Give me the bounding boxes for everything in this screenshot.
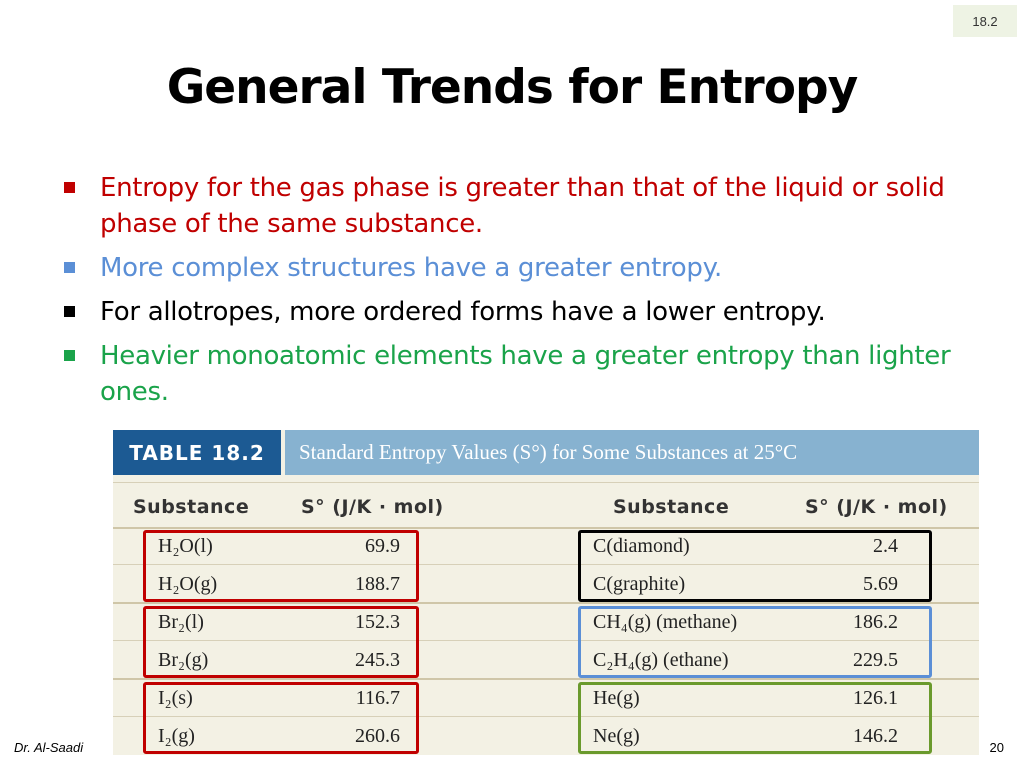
table-rule [113,678,979,680]
table-cell-substance: Br₂(g) [158,649,209,671]
col-header-substance-right: Substance [613,496,730,518]
highlight-box-red [143,606,419,678]
table-cell-substance: H₂O(g) [158,573,218,595]
highlight-box-red [143,682,419,754]
table-cell-value: 2.4 [873,535,898,557]
col-header-value-left: S° (J/K · mol) [301,496,444,518]
highlight-box-green [578,682,932,754]
table-cell-substance: Br₂(l) [158,611,204,633]
slide-title: General Trends for Entropy [166,60,859,115]
table-cell-value: 126.1 [853,687,898,709]
bullet-text: Entropy for the gas phase is greater tha… [100,173,945,239]
bullet-item: Entropy for the gas phase is greater tha… [62,170,962,242]
col-header-value-right: S° (J/K · mol) [805,496,948,518]
bullet-text: Heavier monoatomic elements have a great… [100,341,951,407]
highlight-box-blue [578,606,932,678]
bullet-square-icon [64,262,75,273]
bullet-square-icon [64,182,75,193]
table-cell-value: 5.69 [863,573,898,595]
table-cell-value: 152.3 [355,611,400,633]
table-cell-substance: CH₄(g) (methane) [593,611,738,633]
table-cell-substance: C(diamond) [593,535,690,557]
bullet-square-icon [64,350,75,361]
highlight-box-red [143,530,419,602]
page-number: 20 [989,740,1004,755]
table-cell-substance: C(graphite) [593,573,686,595]
table-cell-value: 260.6 [355,725,400,747]
table-rule [113,527,979,529]
bullet-text: For allotropes, more ordered forms have … [100,297,826,327]
table-cell-substance: C₂H₄(g) (ethane) [593,649,729,671]
table-cell-substance: I₂(s) [158,687,193,709]
table-header: TABLE 18.2 Standard Entropy Values (S°) … [113,430,979,475]
table-cell-substance: Ne(g) [593,725,640,747]
entropy-table: TABLE 18.2 Standard Entropy Values (S°) … [113,430,979,755]
bullet-item: For allotropes, more ordered forms have … [62,294,962,330]
table-cell-value: 188.7 [355,573,400,595]
table-cell-substance: I₂(g) [158,725,195,747]
table-cell-substance: He(g) [593,687,640,709]
bullet-item: Heavier monoatomic elements have a great… [62,338,962,410]
table-rule [113,564,979,565]
table-cell-value: 146.2 [853,725,898,747]
table-cell-value: 245.3 [355,649,400,671]
section-badge: 18.2 [953,5,1017,37]
table-cell-value: 69.9 [365,535,400,557]
bullet-square-icon [64,306,75,317]
table-label: TABLE 18.2 [113,430,281,475]
table-rule [113,716,979,717]
table-caption: Standard Entropy Values (S°) for Some Su… [285,430,979,475]
table-rule [113,482,979,483]
bullet-item: More complex structures have a greater e… [62,250,962,286]
col-header-substance-left: Substance [133,496,250,518]
highlight-box-black [578,530,932,602]
table-rule [113,640,979,641]
table-cell-value: 186.2 [853,611,898,633]
table-cell-value: 116.7 [355,687,400,709]
bullet-text: More complex structures have a greater e… [100,253,722,283]
table-rule [113,602,979,604]
bullet-list: Entropy for the gas phase is greater tha… [62,170,962,418]
table-cell-value: 229.5 [853,649,898,671]
table-cell-substance: H₂O(l) [158,535,213,557]
footer-author: Dr. Al-Saadi [14,740,84,755]
